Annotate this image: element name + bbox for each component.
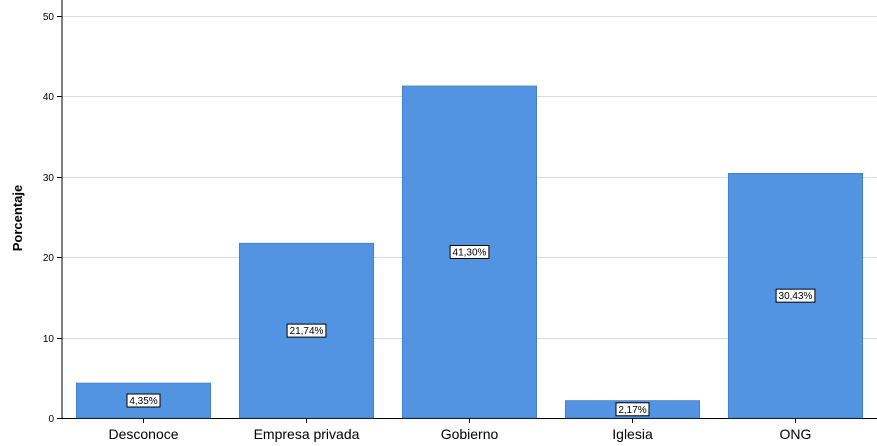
data-label: 21,74% bbox=[290, 326, 324, 337]
data-label: 2,17% bbox=[618, 405, 646, 416]
y-axis: 0 10 20 30 40 50 bbox=[43, 0, 63, 425]
data-label: 41,30% bbox=[453, 247, 487, 258]
y-tick-label: 0 bbox=[48, 414, 54, 425]
y-tick-label: 30 bbox=[43, 173, 55, 184]
y-tick-label: 40 bbox=[43, 92, 55, 103]
x-axis-labels: Desconoce Empresa privada Gobierno Iglesia O… bbox=[108, 418, 811, 442]
x-tick-label: Iglesia bbox=[612, 426, 653, 442]
x-tick-label: Empresa privada bbox=[254, 426, 360, 442]
y-tick-label: 50 bbox=[43, 12, 55, 23]
data-label-box bbox=[126, 393, 161, 408]
y-tick-label: 20 bbox=[43, 253, 55, 264]
data-label-box bbox=[615, 402, 650, 417]
data-label: 30,43% bbox=[779, 291, 813, 302]
data-label-box bbox=[449, 244, 490, 259]
x-tick-label: Desconoce bbox=[108, 426, 178, 442]
y-axis-title: Porcentaje bbox=[10, 185, 25, 251]
x-tick-label: Gobierno bbox=[441, 426, 499, 442]
data-label: 4,35% bbox=[129, 396, 157, 407]
data-label-box bbox=[775, 288, 816, 303]
data-label-box bbox=[286, 323, 327, 338]
bars: 4,35% 21,74% 41,30% 2,17% 30,43% bbox=[75, 85, 864, 419]
y-tick-label: 10 bbox=[43, 334, 55, 345]
x-tick-label: ONG bbox=[780, 426, 812, 442]
